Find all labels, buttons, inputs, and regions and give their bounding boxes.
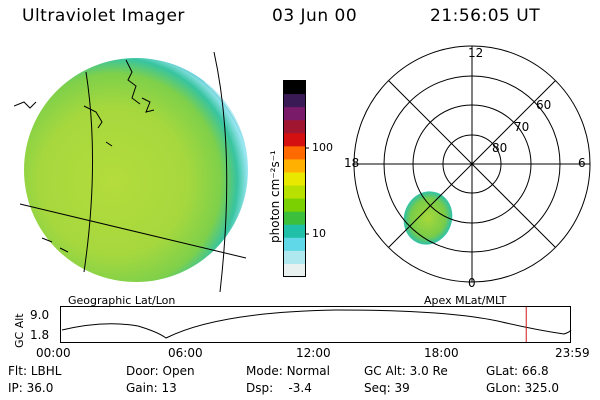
mlt-label-12: 12 [468,46,484,60]
colorbar-band [284,107,305,121]
dsp-value: -3.4 [288,381,312,395]
altitude-plot [60,306,572,343]
colorbar-band [284,133,305,147]
geographic-panel-label: Geographic Lat/Lon [68,294,176,307]
seq-field: Seq: 39 [364,381,410,395]
colorbar-band [284,263,305,278]
colorbar-band [284,185,305,200]
gcalt-field: GC Alt: 3.0 Re [364,364,448,378]
time-tick-2359: 23:59 [555,346,590,360]
colorbar-band [284,250,305,265]
flt-value: LBHL [30,364,62,378]
seq-value: 39 [394,381,410,395]
colorbar-tick-100: 100 [312,141,333,154]
observation-time: 21:56:05 UT [430,6,541,26]
altitude-ylabel: GC Alt [13,313,26,348]
colorbar-band [284,172,305,187]
glat-field: GLat: 66.8 [486,364,549,378]
colorbar [283,80,309,278]
colorbar-band [284,198,305,213]
colorbar-band [284,81,305,95]
gain-field: Gain: 13 [126,381,177,395]
colorbar-band [284,237,305,252]
coastline [14,59,155,253]
observation-date: 03 Jun 00 [272,6,358,26]
time-tick-0000: 00:00 [36,346,71,360]
dsp-field: Dsp: -3.4 [246,381,312,395]
door-value: Open [162,364,195,378]
mlt-label-18: 18 [344,156,360,170]
time-tick-0600: 06:00 [168,346,203,360]
mlt-label-0: 0 [468,276,476,290]
polar-plot [353,45,591,283]
lat-label-80: 80 [492,141,508,155]
polar-panel-label: Apex MLat/MLT [424,294,507,307]
flt-field: Flt: LBHL [8,364,62,378]
colorbar-band [284,159,305,173]
altitude-ytick-max: 9.0 [30,308,50,322]
earth-disk [24,58,248,282]
longitude-line [213,51,228,292]
colorbar-band [284,94,305,108]
ip-field: IP: 36.0 [8,381,54,395]
glon-field: GLon: 325.0 [486,381,559,395]
time-tick-1800: 18:00 [424,346,459,360]
colorbar-band [284,120,305,134]
latitude-line [19,203,247,259]
colorbar-tick-10: 10 [312,227,326,240]
altitude-ytick-min: 1.8 [30,328,50,342]
gcalt-value: 3.0 Re [409,364,448,378]
longitude-line [83,71,94,273]
mode-field: Mode: Normal [246,364,330,378]
geographic-image [14,51,248,292]
ip-value: 36.0 [26,381,54,395]
glon-value: 325.0 [524,381,559,395]
colorbar-band [284,211,305,226]
mlt-label-6: 6 [578,156,586,170]
lat-label-60: 60 [536,98,552,112]
colorbar-label: photon cm⁻²s⁻¹ [268,150,282,243]
lat-label-70: 70 [514,120,530,134]
time-tick-1200: 12:00 [296,346,331,360]
glat-value: 66.8 [521,364,549,378]
auroral-blob [403,191,453,245]
instrument-title: Ultraviolet Imager [22,6,185,26]
colorbar-band [284,224,305,239]
door-field: Door: Open [126,364,195,378]
altitude-trace [61,309,572,339]
gain-value: 13 [161,381,177,395]
mlt-line [388,80,556,248]
colorbar-band [284,146,305,160]
mode-value: Normal [286,364,330,378]
